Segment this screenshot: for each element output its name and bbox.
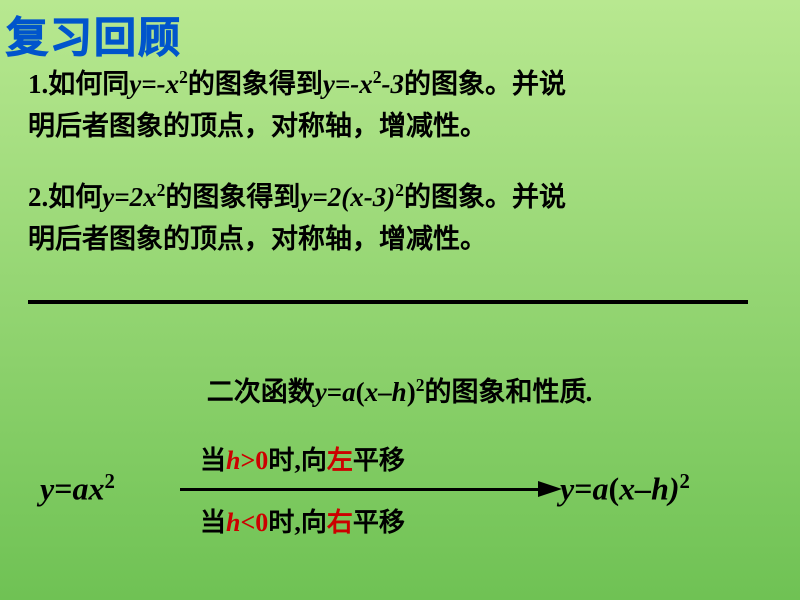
q1-mid: 的图象得到 [188,69,323,99]
q1-eq1-y: y [129,69,141,99]
arrow-line [180,488,540,491]
q2-eq1-x: x [143,182,157,212]
q2-eq1-y: y [102,182,114,212]
sub-h: h [392,377,407,407]
sub-dot: . [586,377,593,407]
sub-lp: ( [356,377,365,407]
eqr-lp: ( [608,471,619,507]
eqr-a: a [592,471,608,507]
eq-right: y=a(x–h)2 [560,470,690,508]
q1-eq1-sup: 2 [179,67,188,87]
rule-top: 当h>0时,向左平移 [200,440,405,477]
eq-left: y=ax2 [40,470,115,508]
q1-eq2-x: x [359,69,373,99]
question-1-line-1: 1.如何同y=-x2的图象得到y=-x2-3的图象。并说 [28,58,566,103]
eql-x: x [88,471,104,507]
eqr-x: x [619,471,635,507]
q1-pre: 1.如何同 [28,69,129,99]
rt-pre: 当 [200,446,226,475]
sub-dash: – [378,377,392,407]
q2-eq2-sup: 2 [395,180,404,200]
sub-a: a [342,377,356,407]
question-2-line-2: 明后者图象的顶点，对称轴，增减性。 [28,220,566,258]
eql-eq: = [54,471,72,507]
q1-eq2-tail: -3 [382,69,405,99]
q2-mid: 的图象得到 [165,182,300,212]
rb-pre: 当 [200,508,226,537]
slide-title: 复习回顾 [6,4,182,65]
rb-post: 平移 [353,508,405,537]
arrow-head-icon [538,481,562,497]
question-1-line-2: 明后者图象的顶点，对称轴，增减性。 [28,107,566,145]
eql-y: y [40,471,54,507]
q2-eq2-x: x [350,182,364,212]
subtitle: 二次函数y=a(x–h)2的图象和性质. [0,370,800,409]
q1-eq2-eq: =- [335,69,359,99]
rt-cmp: >0 [240,446,268,475]
q2-eq2-y: y [300,182,312,212]
slide: 复习回顾 1.如何同y=-x2的图象得到y=-x2-3的图象。并说 明后者图象的… [0,0,800,600]
rb-mid: 时,向 [268,508,327,537]
rb-dir: 右 [327,508,353,537]
sub-eq: = [327,377,342,407]
rt-post: 平移 [353,446,405,475]
q1-eq1-eq: =- [141,69,165,99]
q1-post: 的图象。并说 [404,69,566,99]
eqr-h: h [651,471,669,507]
q2-eq1-eq: =2 [114,182,143,212]
rt-mid: 时,向 [268,446,327,475]
q1-eq2-y: y [323,69,335,99]
eqr-y: y [560,471,574,507]
rb-cmp: <0 [240,508,268,537]
questions-block: 1.如何同y=-x2的图象得到y=-x2-3的图象。并说 明后者图象的顶点，对称… [28,58,566,262]
q2-post: 的图象。并说 [404,182,566,212]
q1-eq2-sup: 2 [373,67,382,87]
rt-h: h [226,446,240,475]
rb-h: h [226,508,240,537]
eqr-eq: = [574,471,592,507]
eqr-sup: 2 [680,470,690,493]
q2-eq2-mid: -3) [364,182,395,212]
question-2-line-1: 2.如何y=2x2的图象得到y=2(x-3)2的图象。并说 [28,171,566,216]
rule-bottom: 当h<0时,向右平移 [200,502,405,539]
divider-line [28,300,748,304]
sub-post: 的图象和性质 [424,377,586,407]
q2-pre: 2.如何 [28,182,102,212]
rt-dir: 左 [327,446,353,475]
q2-eq2-eq: =2( [312,182,350,212]
eqr-rp: ) [669,471,680,507]
sub-rp: ) [407,377,416,407]
sub-x: x [365,377,379,407]
eql-a: a [72,471,88,507]
spacer [28,149,566,167]
eql-sup: 2 [104,470,114,493]
sub-y: y [315,377,327,407]
q1-eq1-x: x [166,69,180,99]
eqr-dash: – [635,471,651,507]
sub-pre: 二次函数 [207,377,315,407]
